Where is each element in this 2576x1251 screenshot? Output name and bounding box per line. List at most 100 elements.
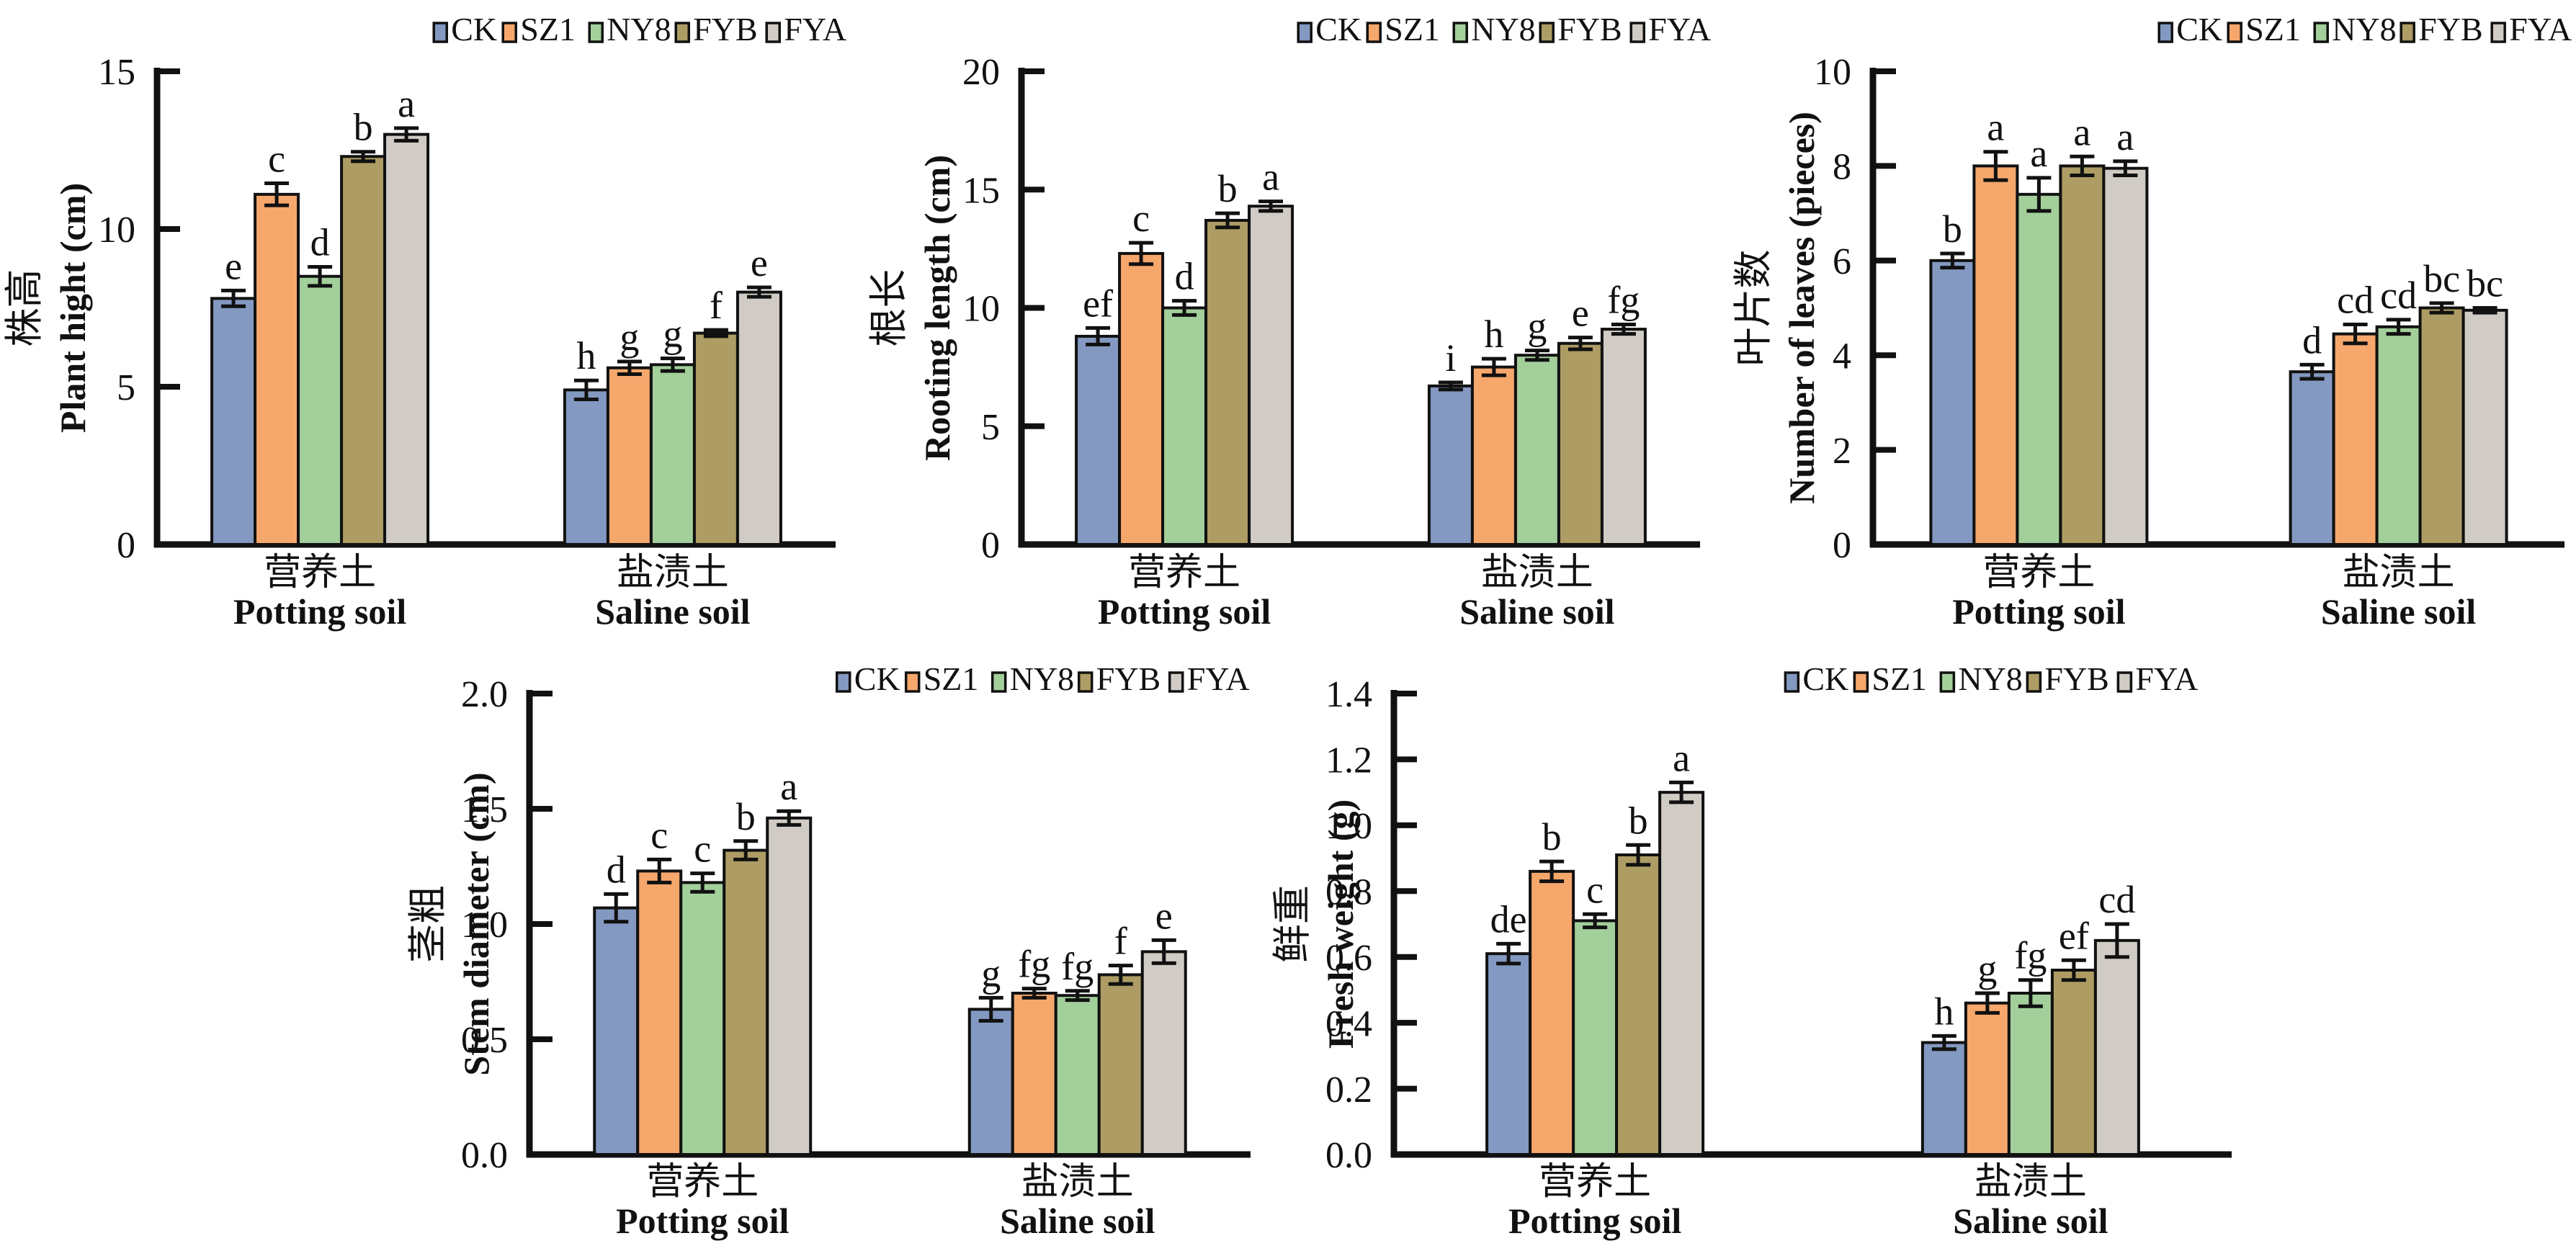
bar-NY8-potting: [2016, 192, 2062, 546]
sig-letter-SZ1-potting: c: [1132, 197, 1150, 240]
bar-FYB-potting: [2059, 164, 2106, 546]
sig-letter-FYB-potting: a: [2073, 110, 2090, 153]
number-of-leaves-svg: 0 2 4 6 8 10 叶片数 Number of leaves (pieces) CK SZ1…: [1732, 11, 2572, 632]
legend-swatch-SZ1: [1366, 22, 1382, 43]
sig-letter-SZ1-saline: g: [1977, 947, 1997, 990]
bar-NY8-saline: [1513, 354, 1560, 546]
sig-letter-CK-saline: d: [2302, 318, 2322, 362]
sig-letter-SZ1-saline: g: [620, 315, 639, 359]
category-label-cn: 营养土: [1539, 1162, 1651, 1203]
sig-letter-CK-saline: i: [1445, 336, 1456, 380]
bar-NY8-saline: [2375, 325, 2422, 546]
legend-swatch-FYA: [1168, 671, 1184, 693]
bar-CK-saline: [967, 1008, 1014, 1157]
legend-label-CK: CK: [854, 660, 900, 697]
legend-swatch-NY8: [2313, 22, 2329, 43]
bar-SZ1-potting: [254, 192, 300, 546]
sig-letter-NY8-potting: c: [694, 828, 711, 871]
bar-FYB-saline: [1557, 341, 1604, 546]
sig-letter-CK-saline: h: [576, 334, 596, 377]
bar-SZ1-saline: [1011, 992, 1057, 1156]
chart-panel-fresh-weight: 0.0 0.2 0.4 0.6 0.8 1.0 1.2 1.4 鲜重 Fresh weight (…: [1268, 634, 2262, 1251]
y-tick-label: 10: [98, 210, 135, 251]
legend-label-FYA: FYA: [784, 11, 846, 48]
y-tick-label: 0: [1833, 525, 1851, 566]
sig-letter-SZ1-potting: b: [1542, 815, 1562, 858]
legend-swatch-CK: [432, 22, 448, 43]
legend-label-NY8: NY8: [1958, 660, 2022, 697]
y-tick-label: 0: [981, 525, 1000, 566]
category-label-en: Potting soil: [233, 591, 406, 632]
bar-FYA-saline: [2093, 938, 2140, 1156]
sig-letter-FYB-potting: b: [354, 106, 373, 149]
sig-letter-NY8-saline: g: [663, 313, 682, 356]
bar-FYB-saline: [692, 331, 739, 546]
bar-FYA-potting: [1248, 205, 1294, 546]
bar-SZ1-potting: [1529, 869, 1575, 1156]
y-tick-label: 6: [1833, 241, 1851, 282]
category-label-cn: 营养土: [264, 552, 376, 593]
category-label-en: Saline soil: [1000, 1201, 1155, 1241]
legend-label-FYB: FYB: [693, 11, 757, 48]
sig-letter-CK-saline: h: [1934, 990, 1954, 1033]
y-tick-label: 15: [98, 52, 135, 93]
legend-swatch-FYA: [1629, 22, 1645, 43]
legend-swatch-NY8: [1452, 22, 1468, 43]
sig-letter-SZ1-saline: fg: [1018, 943, 1050, 986]
y-tick-label: 4: [1833, 336, 1851, 377]
legend-label-CK: CK: [1802, 660, 1848, 697]
legend-label-FYA: FYA: [2509, 11, 2572, 48]
legend: CK SZ1 NY8 FYB FYA: [835, 660, 1250, 697]
bar-CK-potting: [1929, 259, 1976, 546]
sig-letter-SZ1-potting: a: [1987, 106, 2004, 149]
bar-SZ1-potting: [1972, 164, 2019, 546]
bar-FYA-potting: [1658, 791, 1705, 1156]
bar-CK-saline: [1920, 1041, 1967, 1156]
y-tick-label: 0.6: [1325, 938, 1372, 979]
legend-swatch-FYA: [2116, 671, 2133, 693]
legend-swatch-FYA: [765, 22, 781, 43]
legend-label-NY8: NY8: [1010, 660, 1074, 697]
bar-FYB-potting: [1204, 218, 1251, 546]
y-tick-label: 2.0: [461, 674, 508, 715]
plant-height-svg: 0 5 10 15 株高 Plant hight (cm) CK SZ1 NY8 FYB FYA e c…: [3, 11, 846, 632]
bar-FYA-saline: [1140, 950, 1187, 1156]
y-axis-title-cn: 株高: [3, 269, 46, 347]
sig-letter-FYA-potting: a: [780, 765, 797, 808]
bar-CK-saline: [2289, 370, 2335, 546]
sig-letter-FYA-saline: e: [1155, 894, 1173, 937]
legend-label-NY8: NY8: [1471, 11, 1535, 48]
bar-FYA-potting: [766, 816, 813, 1157]
y-tick-label: 0.0: [1325, 1135, 1372, 1176]
sig-letter-SZ1-potting: c: [268, 137, 285, 180]
category-label-cn: 营养土: [1128, 552, 1240, 593]
y-tick-label: 5: [981, 407, 1000, 448]
y-axis-title-cn: 叶片数: [1732, 250, 1775, 367]
legend-label-FYA: FYA: [1648, 11, 1711, 48]
legend: CK SZ1 NY8 FYB FYA: [432, 11, 846, 48]
bar-FYA-potting: [2102, 166, 2149, 546]
bar-CK-saline: [1427, 384, 1474, 547]
bar-CK-potting: [210, 297, 257, 546]
sig-letter-NY8-saline: cd: [2380, 274, 2417, 317]
sig-letter-FYA-saline: bc: [2467, 262, 2503, 305]
y-tick-label: 1.5: [461, 789, 508, 830]
legend-label-CK: CK: [1315, 11, 1361, 48]
legend-label-FYB: FYB: [1557, 11, 1622, 48]
y-tick-label: 0: [117, 525, 135, 566]
category-label-en: Potting soil: [1098, 591, 1271, 632]
stem-diameter-svg: 0.0 0.5 1.0 1.5 2.0 茎粗 Stem diameter (cm) CK SZ1…: [406, 660, 1251, 1241]
chart-panel-stem-diameter: 0.0 0.5 1.0 1.5 2.0 茎粗 Stem diameter (cm) CK SZ1…: [403, 634, 1268, 1251]
legend-swatch-FYB: [2026, 671, 2042, 693]
y-axis-title-en: Rooting length (cm): [917, 155, 957, 461]
legend-label-NY8: NY8: [607, 11, 671, 48]
category-label-cn: 营养土: [646, 1162, 759, 1203]
fresh-weight-svg: 0.0 0.2 0.4 0.6 0.8 1.0 1.2 1.4 鲜重 Fresh weight (…: [1271, 660, 2232, 1241]
sig-letter-FYA-potting: a: [398, 82, 415, 125]
legend-swatch-SZ1: [2227, 22, 2242, 43]
category-label-en: Saline soil: [1459, 591, 1614, 632]
legend-swatch-SZ1: [501, 22, 517, 43]
legend-label-SZ1: SZ1: [2245, 11, 2301, 48]
category-label-cn: 盐渍土: [1021, 1162, 1134, 1203]
bar-FYB-saline: [2418, 306, 2465, 546]
